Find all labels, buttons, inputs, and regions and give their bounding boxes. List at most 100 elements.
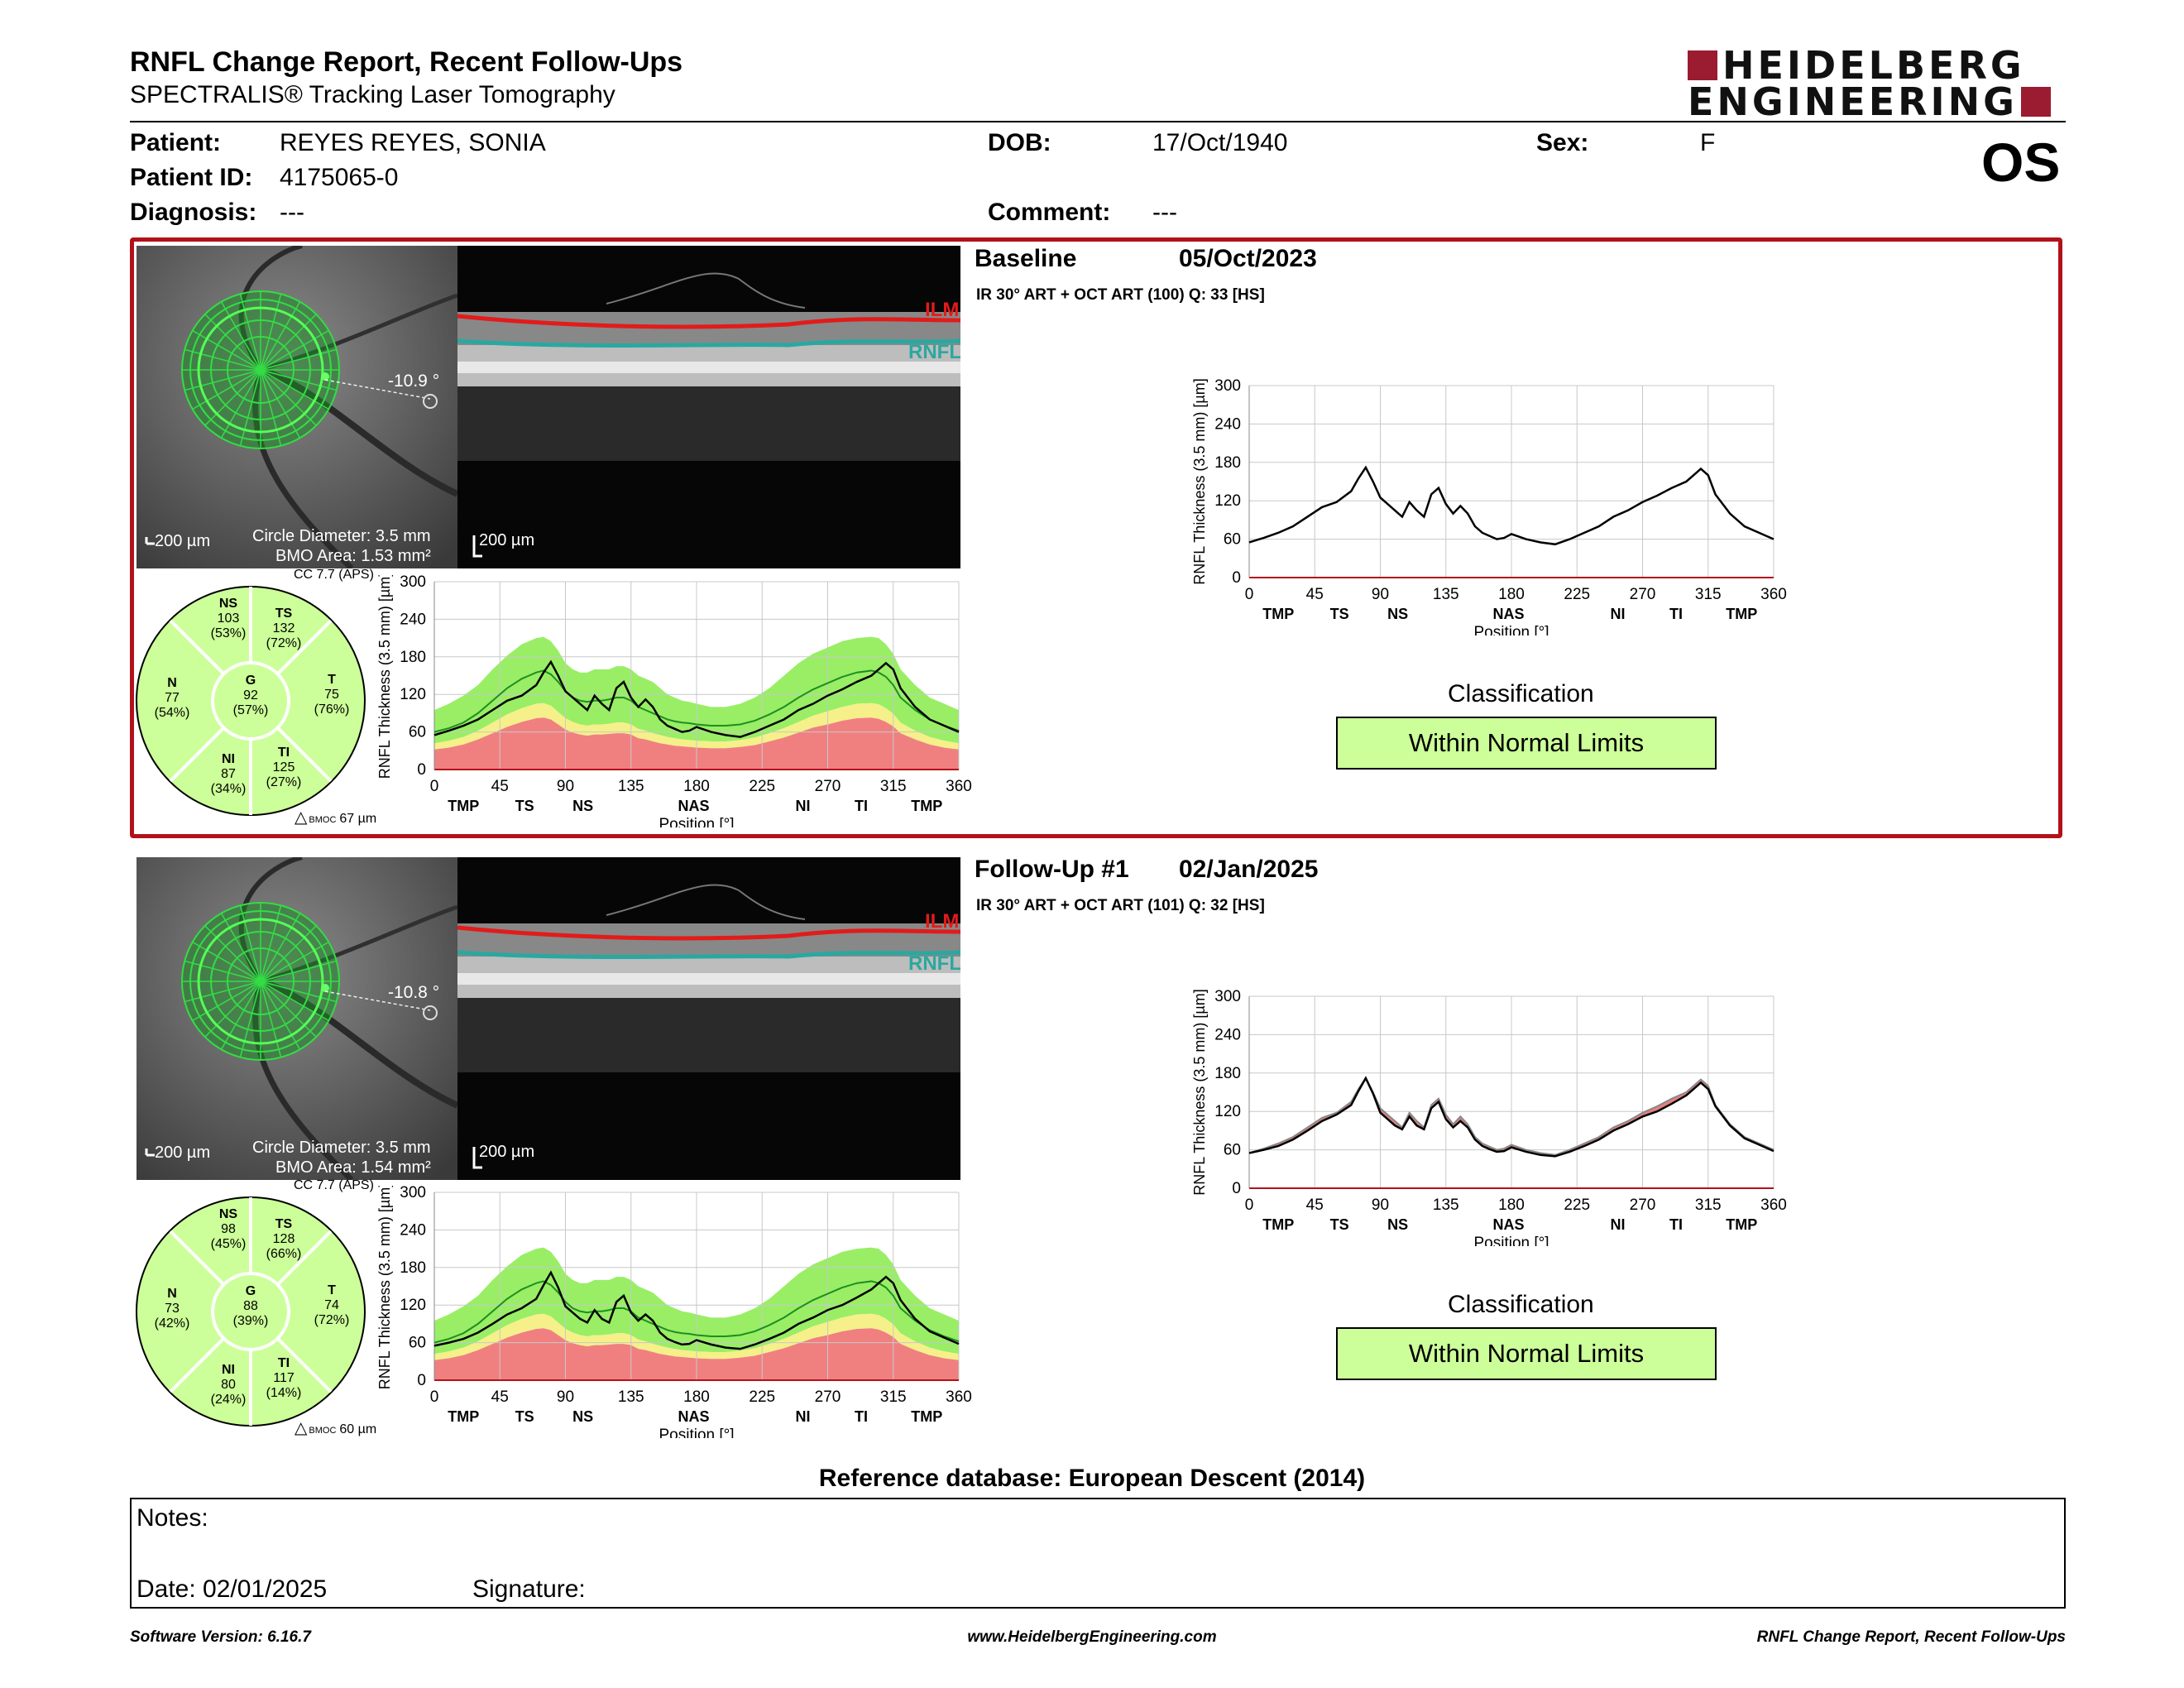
scan-spoke [260, 314, 317, 371]
y-tick-label: 0 [417, 761, 426, 779]
sector-ti-label: TI [278, 746, 290, 760]
sector-axis-label: TMP [1726, 1216, 1757, 1233]
baseline-rnfl-label: RNFL [908, 341, 960, 363]
sector-axis-label: NAS [678, 1408, 709, 1425]
y-axis-label: RNFL Thickness (3.5 mm) [µm] [376, 575, 393, 779]
logo-line2: ENGINEERING [1688, 83, 2051, 121]
thickness-line [1248, 465, 1774, 546]
followup-date: 02/Jan/2025 [1179, 856, 1319, 883]
sector-ns-value: 98 [221, 1222, 236, 1236]
x-tick-label: 90 [1372, 1196, 1389, 1214]
sector-ts-pct: (66%) [266, 1247, 302, 1261]
x-tick-label: 0 [430, 778, 439, 795]
sector-n-pct: (42%) [155, 1316, 190, 1331]
sector-t-pct: (76%) [314, 703, 350, 717]
scan-circle-grid [181, 290, 340, 449]
scan-highlight-ring [197, 918, 324, 1045]
scan-spoke [260, 925, 317, 982]
scan-circle-grid [181, 902, 340, 1061]
baseline-classification-badge: Within Normal Limits [1336, 717, 1717, 770]
sector-n-pct: (54%) [155, 706, 190, 720]
comment-label: Comment: [988, 199, 1111, 226]
x-tick-label: 135 [618, 1388, 644, 1406]
sector-axis-label: TMP [1262, 1216, 1294, 1233]
sector-g-value: 88 [243, 1299, 258, 1313]
notes-box[interactable]: Notes: Date: 02/01/2025 Signature: [130, 1498, 2066, 1609]
x-tick-label: 360 [946, 778, 972, 795]
followup-rnfl-label: RNFL [908, 952, 960, 975]
scan-spoke [239, 294, 261, 371]
x-tick-label: 225 [749, 778, 775, 795]
scan-spoke [239, 981, 261, 1057]
x-tick-label: 225 [1564, 1196, 1590, 1214]
y-tick-label: 240 [1214, 415, 1241, 433]
sector-n-label: N [167, 1287, 177, 1301]
baseline-oct-scale: 200 µm [479, 531, 535, 549]
y-tick-label: 120 [400, 686, 426, 703]
baseline-fundus-scale: 200 µm [155, 532, 211, 550]
scan-spoke [184, 369, 261, 391]
fundus-graphic [136, 857, 457, 1180]
sector-ts-label: TS [275, 607, 293, 621]
scan-highlight-ring [197, 306, 324, 434]
sector-ts-label: TS [275, 1217, 293, 1231]
x-tick-label: 180 [1498, 1196, 1525, 1214]
x-axis-label: Position [°] [1473, 1235, 1549, 1246]
patient-thickness-line [433, 1270, 960, 1350]
baseline-scan-info: IR 30° ART + OCT ART (100) Q: 33 [HS] [976, 286, 1265, 304]
baseline-ilm-label: ILM [925, 299, 960, 321]
sector-ns-pct: (53%) [211, 626, 247, 640]
followup-sector-plot: 0 45 90 135 180 225 270 315 360 0 60 120 180 240 300 TM… [376, 1186, 972, 1438]
scan-spoke [260, 960, 337, 982]
followup-rotation-angle: -10.8 ° [388, 983, 440, 1002]
reference-database: Reference database: European Descent (20… [818, 1465, 1366, 1492]
x-tick-label: 180 [1498, 586, 1525, 603]
x-tick-label: 0 [430, 1388, 439, 1406]
baseline-rotation-angle: -10.9 ° [388, 372, 440, 391]
sector-axis-label: TMP [911, 1408, 942, 1425]
sector-axis-label: NI [796, 798, 811, 814]
scan-spoke [260, 301, 301, 371]
y-tick-label: 300 [400, 1186, 426, 1201]
scan-spoke [260, 981, 301, 1050]
scan-spoke [192, 369, 261, 410]
scan-spoke [184, 981, 261, 1003]
y-tick-label: 120 [1214, 1103, 1241, 1120]
sector-g-label: G [246, 1284, 256, 1298]
scan-spoke [220, 301, 261, 371]
patient-id-label: Patient ID: [130, 164, 253, 191]
followup-classification-badge: Within Normal Limits [1336, 1327, 1717, 1380]
sector-ts-value: 132 [273, 621, 295, 635]
sector-g-label: G [246, 674, 256, 688]
baseline-thickness-plot: 0 45 90 135 180 225 270 315 360 0 60 120 180 240 300 TM… [1191, 379, 1787, 635]
y-tick-label: 60 [409, 1335, 426, 1352]
baseline-bmoc: △ BMOC 67 µm [295, 808, 377, 827]
followup-classification-label: Classification [1448, 1291, 1594, 1318]
oct-graphic [457, 857, 960, 1180]
y-tick-label: 180 [1214, 1065, 1241, 1082]
sector-axis-label: TMP [448, 1408, 479, 1425]
y-tick-label: 0 [417, 1372, 426, 1389]
scan-spoke [184, 960, 261, 982]
y-tick-label: 120 [1214, 492, 1241, 510]
x-tick-label: 45 [1306, 1196, 1324, 1214]
scan-spoke [239, 369, 261, 446]
sector-g-pct: (39%) [233, 1314, 269, 1328]
followup-bmo-area: BMO Area: 1.54 mm² [275, 1158, 431, 1177]
sector-ts-pct: (72%) [266, 636, 302, 650]
scan-spoke [184, 348, 261, 371]
sector-axis-label: NI [1611, 1216, 1626, 1233]
baseline-date: 05/Oct/2023 [1179, 245, 1317, 272]
scan-spoke [260, 369, 329, 410]
followup-bmoc: △ BMOC 60 µm [295, 1419, 377, 1437]
scan-spoke [260, 981, 282, 1057]
sector-ni-pct: (24%) [211, 1393, 247, 1407]
followup-cc: CC 7.7 (APS) [294, 1178, 374, 1192]
scan-spoke [260, 369, 301, 439]
sector-axis-label: TMP [1726, 606, 1757, 622]
sector-t-value: 75 [324, 688, 339, 702]
sector-ni-value: 87 [221, 767, 236, 781]
x-tick-label: 270 [815, 778, 841, 795]
notes-label: Notes: [136, 1504, 208, 1532]
y-tick-label: 240 [400, 611, 426, 628]
